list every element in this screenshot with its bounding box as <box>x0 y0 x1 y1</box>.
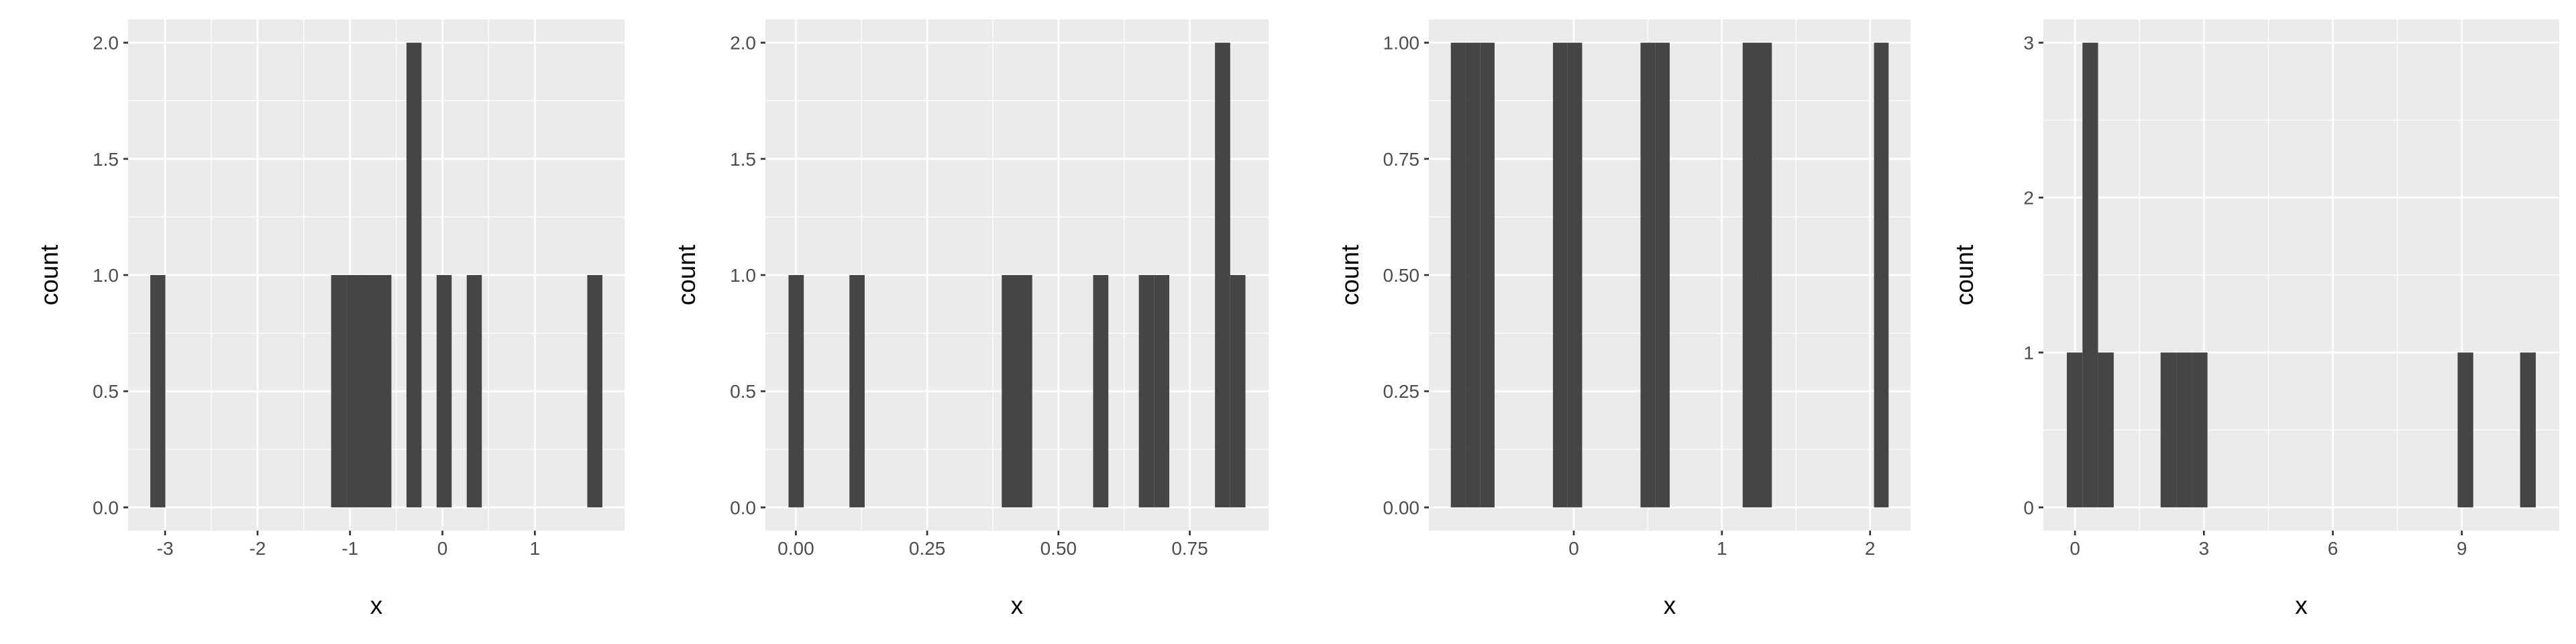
x-axis-title: x <box>1011 592 1024 619</box>
bar <box>1655 42 1670 508</box>
y-tick-label: 1.0 <box>730 265 756 286</box>
x-tick-label: 0 <box>2070 538 2080 559</box>
y-tick-label: 0.00 <box>1383 497 1420 518</box>
y-tick-label: 1.5 <box>730 149 756 170</box>
y-axis-title: count <box>36 244 63 305</box>
bar <box>2520 352 2536 508</box>
panel: 0.0 0.5 1.0 1.5 2.0 -3 -2 -1 0 1 x count <box>36 19 625 619</box>
y-tick-label: 0.5 <box>93 381 119 402</box>
y-tick-label: 1 <box>2023 342 2034 363</box>
bar <box>1017 275 1032 508</box>
x-tick-label: 0.50 <box>1040 538 1077 559</box>
x-axis-title: x <box>370 592 383 619</box>
bar <box>436 275 452 508</box>
y-tick-label: 1.00 <box>1383 33 1420 54</box>
x-tick-label: 6 <box>2328 538 2339 559</box>
x-tick-label: 9 <box>2457 538 2467 559</box>
bar <box>849 275 865 508</box>
bar <box>406 42 422 508</box>
x-tick-label: 1 <box>1717 538 1727 559</box>
x-axis-title: x <box>2295 592 2308 619</box>
x-tick-label: -1 <box>341 538 358 559</box>
bar <box>1093 275 1109 508</box>
x-axis-title: x <box>1664 592 1676 619</box>
bar <box>587 275 602 508</box>
bar <box>150 275 166 508</box>
bar <box>2457 352 2473 508</box>
bar <box>361 275 376 508</box>
bar <box>331 275 347 508</box>
panel: 0 1 2 3 0 3 6 9 x count <box>1951 19 2559 619</box>
bar <box>2082 42 2098 508</box>
y-tick-label: 0.0 <box>93 497 119 518</box>
x-tick-label: 0.00 <box>777 538 814 559</box>
bar <box>1567 42 1582 508</box>
y-tick-label: 0.5 <box>730 381 756 402</box>
bar <box>1874 42 1889 508</box>
bar <box>1002 275 1017 508</box>
y-axis-title: count <box>673 244 700 305</box>
y-tick-label: 2.0 <box>93 33 119 54</box>
bar <box>2176 352 2192 508</box>
x-tick-label: 1 <box>530 538 541 559</box>
y-axis-title: count <box>1336 244 1364 305</box>
bar <box>1640 42 1656 508</box>
bar <box>376 275 392 508</box>
bar <box>1138 275 1155 508</box>
bar <box>1742 42 1758 508</box>
bar <box>1465 42 1481 508</box>
panel: 0.0 0.5 1.0 1.5 2.0 0.00 0.25 0.50 0.75 x count <box>673 19 1269 619</box>
bar <box>1154 275 1170 508</box>
bar <box>466 275 482 508</box>
bar <box>2192 352 2208 508</box>
y-tick-label: 1.0 <box>93 265 119 286</box>
y-tick-label: 0.75 <box>1383 149 1420 170</box>
y-tick-label: 0.25 <box>1383 381 1420 402</box>
x-tick-label: 0.75 <box>1171 538 1208 559</box>
bar <box>1450 42 1466 508</box>
y-tick-label: 0.50 <box>1383 265 1420 286</box>
bar <box>2160 352 2177 508</box>
bar <box>1480 42 1495 508</box>
bar <box>788 275 804 508</box>
x-tick-label: 0.25 <box>909 538 946 559</box>
y-tick-label: 2.0 <box>730 33 756 54</box>
bar <box>1230 275 1246 508</box>
y-tick-label: 0 <box>2023 497 2034 518</box>
y-tick-label: 2 <box>2023 188 2034 209</box>
x-tick-label: -2 <box>249 538 266 559</box>
bar <box>1552 42 1568 508</box>
bar <box>1757 42 1772 508</box>
panel: 0.00 0.25 0.50 0.75 1.00 0 1 2 x count <box>1336 19 1911 619</box>
x-tick-label: 3 <box>2199 538 2210 559</box>
x-tick-label: 0 <box>1568 538 1579 559</box>
x-tick-label: -3 <box>157 538 174 559</box>
x-tick-label: 0 <box>437 538 448 559</box>
y-tick-label: 3 <box>2023 33 2034 54</box>
bar <box>1215 42 1230 508</box>
y-tick-label: 1.5 <box>93 149 119 170</box>
y-axis-title: count <box>1951 244 1978 305</box>
x-tick-label: 2 <box>1865 538 1876 559</box>
bar <box>2098 352 2114 508</box>
y-tick-label: 0.0 <box>730 497 756 518</box>
bar <box>346 275 362 508</box>
bar <box>2066 352 2083 508</box>
